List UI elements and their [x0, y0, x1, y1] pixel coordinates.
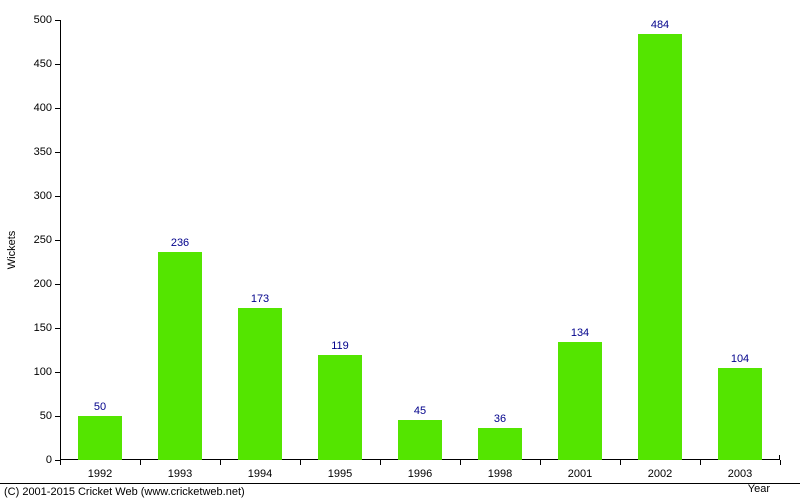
x-tick-label: 1993 — [168, 468, 192, 480]
y-tick-label: 400 — [34, 102, 52, 114]
copyright-text: (C) 2001-2015 Cricket Web (www.cricketwe… — [4, 486, 245, 498]
y-tick — [55, 196, 60, 197]
plot-area: 0501001502002503003504004505001992501993… — [60, 20, 780, 460]
y-tick — [55, 240, 60, 241]
y-tick-label: 350 — [34, 146, 52, 158]
bar-value-label: 134 — [571, 327, 589, 339]
x-tick-label: 1994 — [248, 468, 272, 480]
bar-value-label: 173 — [251, 293, 269, 305]
y-tick — [55, 416, 60, 417]
y-axis-line — [60, 20, 61, 460]
x-tick-label: 1998 — [488, 468, 512, 480]
y-tick-label: 0 — [46, 454, 52, 466]
bar-value-label: 484 — [651, 19, 669, 31]
bar: 119 — [318, 355, 362, 460]
y-tick — [55, 372, 60, 373]
x-tick — [380, 460, 381, 465]
x-tick-label: 1995 — [328, 468, 352, 480]
chart-container: Wickets 05010015020025030035040045050019… — [0, 0, 800, 500]
y-tick-label: 200 — [34, 278, 52, 290]
y-tick-label: 250 — [34, 234, 52, 246]
y-tick — [55, 64, 60, 65]
bar: 45 — [398, 420, 442, 460]
x-tick-label: 1996 — [408, 468, 432, 480]
y-tick — [55, 152, 60, 153]
y-tick — [55, 284, 60, 285]
x-tick — [300, 460, 301, 465]
bar: 104 — [718, 368, 762, 460]
y-axis-label: Wickets — [6, 231, 18, 270]
x-tick — [460, 460, 461, 465]
x-tick-label: 1992 — [88, 468, 112, 480]
bar-value-label: 36 — [494, 413, 506, 425]
x-tick — [700, 460, 701, 465]
y-tick-label: 500 — [34, 14, 52, 26]
bar-value-label: 45 — [414, 405, 426, 417]
x-tick — [220, 460, 221, 465]
y-tick-label: 150 — [34, 322, 52, 334]
y-tick-label: 50 — [40, 410, 52, 422]
x-tick — [620, 460, 621, 465]
footer-divider — [0, 483, 800, 484]
x-tick-label: 2001 — [568, 468, 592, 480]
bar: 36 — [478, 428, 522, 460]
bar: 484 — [638, 34, 682, 460]
x-axis-label: Year — [748, 483, 770, 495]
y-tick-label: 450 — [34, 58, 52, 70]
x-tick — [140, 460, 141, 465]
bar-value-label: 119 — [331, 340, 349, 352]
bar: 173 — [238, 308, 282, 460]
y-tick-label: 100 — [34, 366, 52, 378]
x-tick-label: 2002 — [648, 468, 672, 480]
x-tick — [780, 460, 781, 465]
y-tick — [55, 328, 60, 329]
y-tick-label: 300 — [34, 190, 52, 202]
x-tick-label: 2003 — [728, 468, 752, 480]
bar: 50 — [78, 416, 122, 460]
bar-value-label: 104 — [731, 353, 749, 365]
x-tick — [540, 460, 541, 465]
bar: 134 — [558, 342, 602, 460]
bar: 236 — [158, 252, 202, 460]
x-tick — [60, 460, 61, 465]
y-tick — [55, 20, 60, 21]
y-tick — [55, 108, 60, 109]
bar-value-label: 236 — [171, 237, 189, 249]
bar-value-label: 50 — [94, 401, 106, 413]
